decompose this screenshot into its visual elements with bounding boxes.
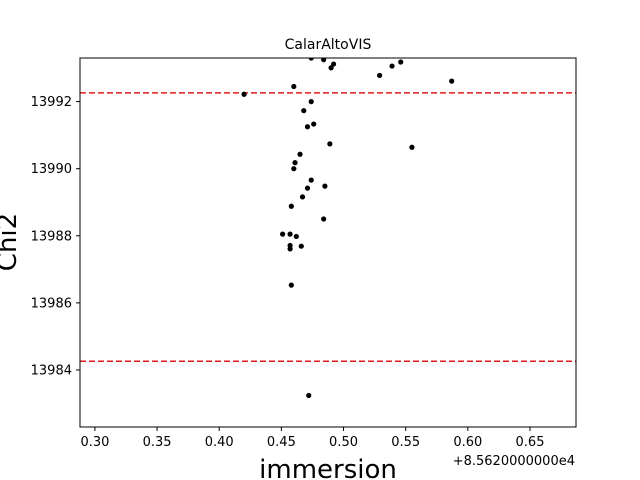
x-axis-label: immersion [259,455,397,480]
x-tick-label: 0.50 [329,435,358,450]
data-point [311,121,317,127]
x-axis-ticks: 0.30 0.35 0.40 0.45 0.50 0.55 0.60 0.65 [80,427,544,450]
data-point [291,83,297,90]
x-tick-label: 0.30 [80,435,109,450]
x-tick-label: 0.40 [205,435,234,450]
data-point [328,65,334,71]
data-point [304,124,311,130]
y-tick-label: 13992 [31,95,72,110]
data-point [330,61,337,67]
data-point [449,78,455,84]
x-tick-label: 0.65 [516,435,545,450]
data-point [389,63,395,69]
data-point [299,194,306,200]
data-point [293,233,299,240]
data-point [288,203,294,209]
y-tick-label: 13988 [31,229,72,244]
data-point [321,216,327,222]
data-point [297,151,303,157]
x-tick-label: 0.45 [267,435,296,450]
data-point [398,59,404,65]
data-point [322,183,328,189]
data-point [306,392,312,399]
data-point [308,177,314,183]
data-point [292,160,298,166]
data-point [298,243,304,249]
data-point [376,72,383,79]
reference-lines [80,92,576,363]
x-tick-label: 0.60 [453,435,482,450]
data-points [241,58,455,399]
data-point [304,185,311,191]
x-tick-label: 0.55 [391,435,420,450]
data-point [287,231,293,237]
data-point [308,58,314,61]
data-point [241,91,247,97]
y-axis-label: Chi2 [0,213,23,271]
y-tick-label: 13990 [31,162,72,177]
data-point [327,141,333,147]
data-point [301,108,307,114]
data-point [409,144,415,150]
data-point [321,58,327,63]
y-tick-label: 13984 [31,363,72,378]
data-point [287,246,293,252]
chart-title: CalarAltoVIS [285,37,372,53]
data-point [288,282,294,288]
data-point [308,99,314,105]
plot-area-frame [79,57,577,428]
x-axis-offset-label: +8.5620000000e4 [453,454,575,469]
x-tick-label: 0.35 [143,435,172,450]
data-point [291,166,297,172]
data-point [280,231,286,237]
y-tick-label: 13986 [31,296,72,311]
y-axis-ticks: 13984 13986 13988 13990 13992 [31,95,80,378]
